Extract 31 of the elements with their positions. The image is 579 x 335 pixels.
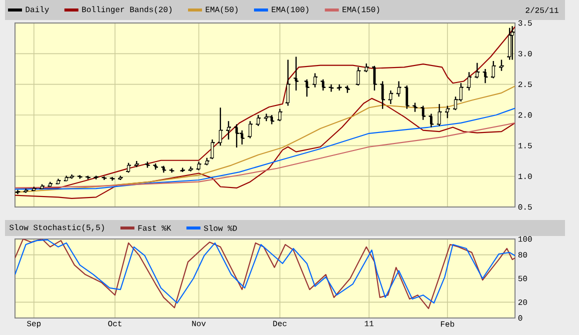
- line-series: [15, 108, 516, 190]
- y-tick-label: 100: [518, 236, 532, 242]
- legend-label: Fast %K: [138, 225, 172, 231]
- y-tick-label: 80: [518, 252, 527, 258]
- y-tick-label: 50: [518, 276, 527, 282]
- y-tick-label: 2.5: [518, 82, 532, 88]
- y-tick-label: 2.0: [518, 112, 532, 118]
- x-tick-label: Nov: [192, 320, 206, 326]
- y-tick-label: 3.5: [518, 20, 532, 26]
- y-tick-label: 1.5: [518, 142, 532, 148]
- y-tick-label: 20: [518, 299, 527, 305]
- legend-label: Slow %D: [204, 225, 237, 231]
- text: 2/25/11: [526, 7, 558, 13]
- x-tick-label: Sep: [27, 320, 41, 328]
- x-tick-label: Oct: [108, 320, 122, 326]
- y-tick-label: 1.0: [518, 174, 532, 180]
- legend-label: EMA(50): [206, 6, 238, 14]
- line-series: [15, 86, 516, 193]
- line-series: [15, 122, 516, 189]
- x-tick-label: Dec: [273, 320, 286, 326]
- legend-label: EMA(100): [272, 6, 308, 14]
- x-tick-label: 11: [364, 320, 374, 326]
- line-series: [15, 98, 516, 199]
- chart-title: Slow Stochastic(5,5): [10, 224, 104, 232]
- y-tick-label: 0: [518, 315, 522, 321]
- x-tick-label: Feb: [441, 320, 454, 327]
- legend-label: Bollinger Bands(20): [82, 6, 172, 14]
- y-tick-label: 0.5: [518, 204, 532, 210]
- y-tick-label: 3.0: [518, 50, 532, 56]
- legend-label: EMA(150): [342, 6, 380, 14]
- chart-title: Daily: [26, 6, 49, 14]
